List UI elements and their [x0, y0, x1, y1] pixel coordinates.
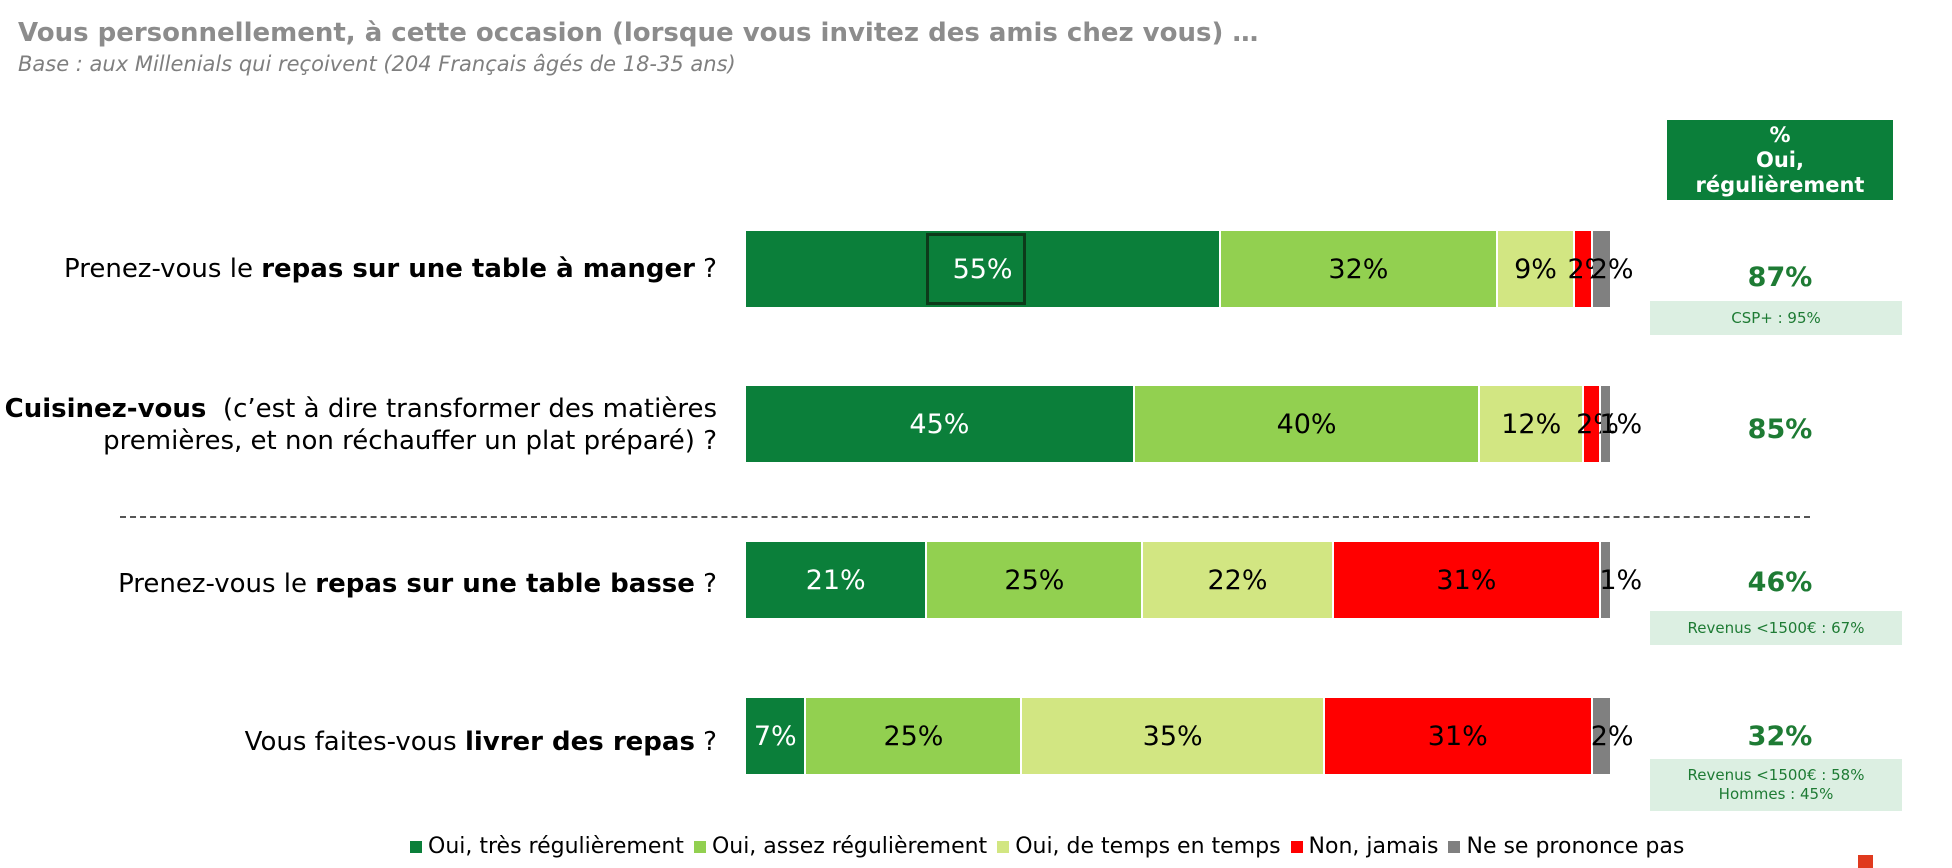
note-1: CSP+ : 95% [1650, 301, 1902, 335]
bar-value-label: 2% [1576, 408, 1619, 440]
stacked-bar-3: 21% 25% 22% 31% 1% [746, 542, 1642, 618]
question-3-prefix: Prenez-vous le [118, 569, 316, 599]
bar-segment-non-jamais: 31% [1324, 698, 1593, 774]
bar-value-label: 21% [805, 564, 866, 596]
oui-regulierement-value-1: 87% [1747, 262, 1813, 293]
question-2-bold: Cuisinez-vous [4, 394, 207, 424]
note-4-line-2: Hommes : 45% [1718, 785, 1834, 803]
bar-value-label: 9% [1514, 253, 1557, 285]
bar-value-label: 22% [1207, 564, 1268, 596]
bar-segment-assez-regulierement: 40% [1134, 386, 1481, 462]
page-title: Vous personnellement, à cette occasion (… [18, 18, 1259, 48]
bar-segment-tres-regulierement: 21% [746, 542, 928, 618]
legend-swatch [1290, 840, 1303, 853]
bar-value-label: 1% [1599, 564, 1643, 596]
header-line-2: Oui, [1756, 147, 1804, 172]
legend-item-ne-se-prononce-pas: Ne se prononce pas [1448, 834, 1684, 859]
legend-label: Oui, de temps en temps [1015, 834, 1281, 859]
header-line-1: % [1769, 122, 1791, 147]
bar-value-label: 31% [1436, 564, 1497, 596]
bar-value-label: 2% [1590, 720, 1634, 752]
legend-item-non-jamais: Non, jamais [1290, 834, 1439, 859]
bar-value-label: 40% [1276, 408, 1337, 440]
stacked-bar-1: 55% 32% 9% 2% 2% [746, 231, 1634, 307]
bar-segment-non-jamais: 31% [1333, 542, 1602, 618]
bar-segment-non-jamais: 2% [1576, 386, 1619, 462]
bar-segment-tres-regulierement: 7% [746, 698, 807, 774]
bar-value-label: 1% [1599, 408, 1643, 440]
oui-regulierement-header: % Oui, régulièrement [1667, 120, 1893, 200]
oui-regulierement-value-4: 32% [1747, 721, 1813, 752]
stacked-bar-2: 45% 40% 12% 2% 1% [746, 386, 1642, 462]
bar-segment-ne-se-prononce-pas: 2% [1591, 231, 1634, 307]
legend-item-tres-regulierement: Oui, très régulièrement [410, 834, 684, 859]
header-line-3: régulièrement [1695, 172, 1865, 197]
question-3: Prenez-vous le repas sur une table basse… [118, 568, 717, 600]
note-3: Revenus <1500€ : 67% [1650, 611, 1902, 645]
legend-label: Non, jamais [1308, 834, 1439, 859]
legend-swatch [1448, 840, 1461, 853]
corner-marker [1858, 855, 1873, 868]
question-1-bold: repas sur une table à manger [261, 254, 695, 284]
page-subtitle: Base : aux Millenials qui reçoivent (204… [18, 52, 736, 76]
question-2-line-2: premières, et non réchauffer un plat pré… [103, 426, 717, 456]
stacked-bar-4: 7% 25% 35% 31% 2% [746, 698, 1634, 774]
legend-label: Oui, très régulièrement [428, 834, 684, 859]
legend-swatch [693, 840, 706, 853]
bar-segment-de-temps-en-temps: 12% [1480, 386, 1585, 462]
bar-value-label: 35% [1142, 720, 1203, 752]
bar-value-label: 25% [883, 720, 944, 752]
bar-segment-de-temps-en-temps: 9% [1497, 231, 1576, 307]
dashed-divider [120, 516, 1810, 518]
question-1: Prenez-vous le repas sur une table à man… [64, 253, 717, 285]
question-2-line-1: Cuisinez-vous (c’est à dire transformer … [5, 393, 717, 425]
oui-regulierement-value-2: 85% [1747, 414, 1813, 445]
bar-value-label: 7% [753, 720, 797, 752]
question-4-bold: livrer des repas [464, 727, 695, 757]
bar-value-label: 25% [1004, 564, 1065, 596]
chart-legend: Oui, très régulièrement Oui, assez régul… [410, 834, 1694, 859]
bar-value-label: 2% [1590, 253, 1634, 285]
bar-value-label: 55% [952, 253, 1013, 285]
question-2: Cuisinez-vous (c’est à dire transformer … [5, 393, 717, 457]
highlight-box [926, 233, 1026, 305]
note-4: Revenus <1500€ : 58% Hommes : 45% [1650, 759, 1902, 811]
bar-value-label: 12% [1501, 408, 1562, 440]
question-4-suffix: ? [694, 727, 717, 757]
legend-label: Oui, assez régulièrement [711, 834, 988, 859]
bar-segment-tres-regulierement: 45% [746, 386, 1135, 462]
bar-segment-ne-se-prononce-pas: 2% [1591, 698, 1634, 774]
oui-regulierement-value-3: 46% [1747, 567, 1813, 598]
note-4-line-1: Revenus <1500€ : 58% [1687, 766, 1865, 784]
bar-segment-ne-se-prononce-pas: 1% [1599, 542, 1642, 618]
bar-value-label: 32% [1328, 253, 1389, 285]
question-4: Vous faites-vous livrer des repas ? [245, 726, 717, 758]
bar-value-label: 31% [1427, 720, 1488, 752]
bar-segment-de-temps-en-temps: 35% [1022, 698, 1325, 774]
question-3-suffix: ? [694, 569, 717, 599]
legend-swatch [410, 840, 422, 853]
note-3-line-1: Revenus <1500€ : 67% [1687, 618, 1865, 637]
bar-segment-assez-regulierement: 32% [1221, 231, 1498, 307]
bar-segment-ne-se-prononce-pas: 1% [1599, 386, 1642, 462]
bar-segment-de-temps-en-temps: 22% [1143, 542, 1334, 618]
question-3-bold: repas sur une table basse [315, 569, 695, 599]
legend-item-de-temps-en-temps: Oui, de temps en temps [997, 834, 1281, 859]
legend-item-assez-regulierement: Oui, assez régulièrement [693, 834, 988, 859]
question-4-prefix: Vous faites-vous [244, 727, 465, 757]
note-1-line-1: CSP+ : 95% [1731, 308, 1821, 327]
question-2-line1-rest: (c’est à dire transformer des matières [206, 394, 717, 424]
bar-value-label: 45% [909, 408, 970, 440]
bar-segment-assez-regulierement: 25% [927, 542, 1144, 618]
question-1-prefix: Prenez-vous le [64, 254, 262, 284]
bar-segment-tres-regulierement: 55% [746, 231, 1222, 307]
question-1-suffix: ? [694, 254, 717, 284]
legend-label: Ne se prononce pas [1466, 834, 1685, 859]
bar-segment-assez-regulierement: 25% [806, 698, 1023, 774]
legend-swatch [997, 840, 1010, 853]
